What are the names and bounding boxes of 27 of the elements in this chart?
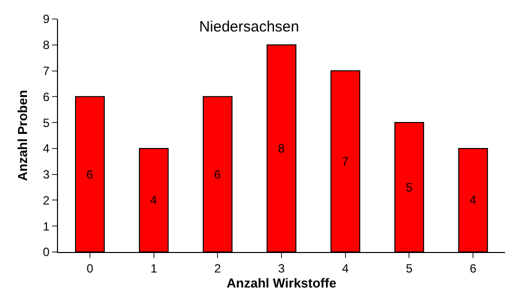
data-label: 8	[278, 141, 285, 156]
x-tick-label: 5	[406, 261, 413, 276]
y-tick-label: 4	[42, 142, 50, 156]
y-tick-label: 6	[42, 90, 50, 104]
y-tick-label: 5	[42, 116, 50, 130]
x-tick-label: 3	[278, 261, 286, 276]
y-tick-label: 2	[42, 193, 50, 208]
y-tick-label: 1	[42, 219, 50, 234]
y-tick-label: 3	[42, 168, 50, 182]
data-label: 6	[86, 167, 94, 182]
data-label: 5	[406, 180, 413, 194]
x-axis-title: Anzahl Wirkstoffe	[226, 275, 336, 290]
data-label: 4	[150, 193, 158, 208]
data-label: 7	[342, 154, 349, 168]
y-tick-label: 8	[42, 38, 50, 52]
y-tick-label: 0	[42, 245, 50, 260]
y-tick-label: 9	[42, 12, 50, 26]
y-axis-title: Anzahl Proben	[14, 90, 30, 182]
data-label: 4	[470, 193, 477, 208]
data-label: 6	[214, 167, 222, 182]
x-tick-label: 6	[470, 261, 477, 276]
y-tick-label: 7	[42, 64, 50, 78]
x-tick-label: 4	[342, 261, 350, 276]
x-tick-label: 2	[214, 261, 222, 276]
x-tick-label: 0	[86, 261, 94, 276]
chart-title: Niedersachsen	[199, 18, 300, 36]
x-tick-label: 1	[150, 261, 158, 276]
